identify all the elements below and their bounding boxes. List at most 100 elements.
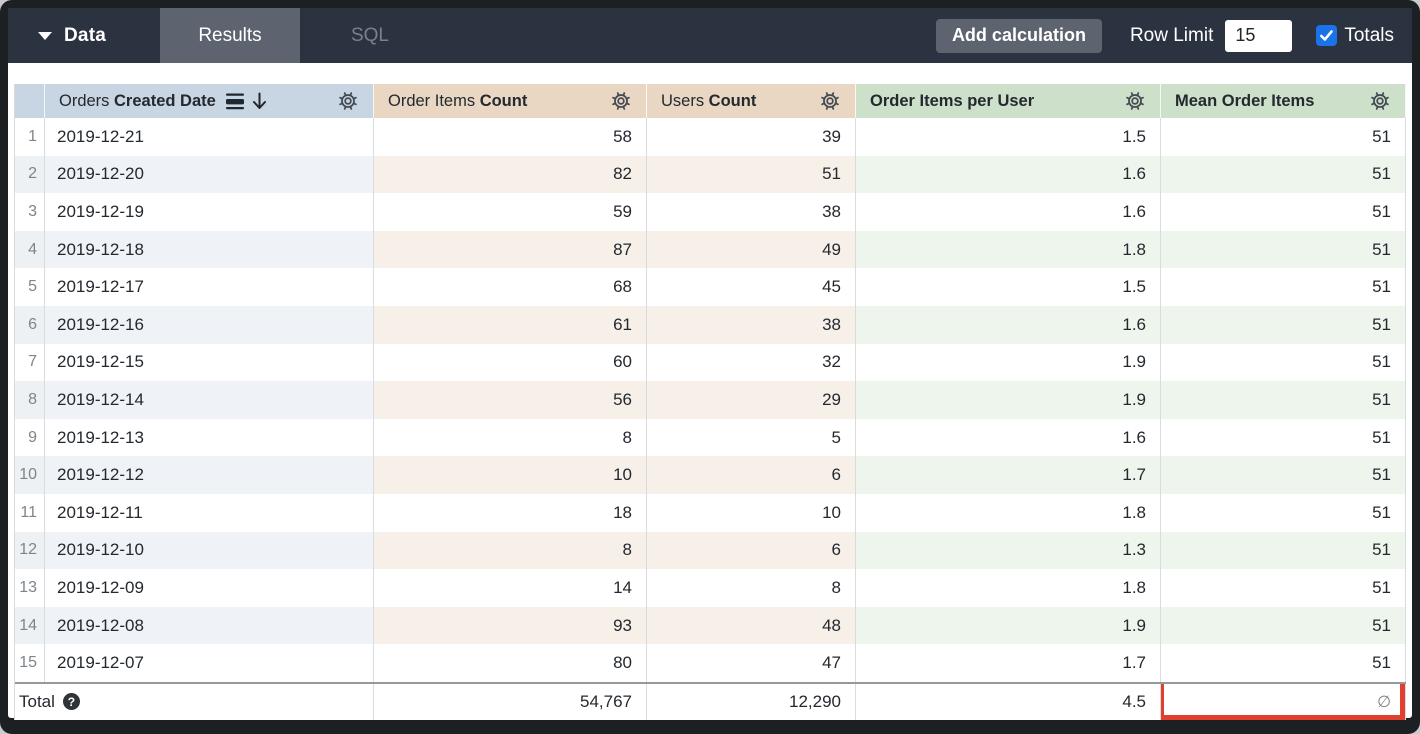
- order-items-per-user-cell[interactable]: 1.7: [856, 644, 1161, 682]
- users-count-cell[interactable]: 10: [647, 493, 856, 532]
- order-items-count-cell[interactable]: 14: [374, 569, 647, 607]
- order-items-per-user-cell[interactable]: 1.6: [856, 155, 1161, 194]
- table-row: 8 2019-12-14 56 29 1.9 51: [15, 381, 1406, 419]
- order-items-per-user-cell[interactable]: 1.9: [856, 381, 1161, 419]
- gear-icon[interactable]: [1369, 90, 1391, 112]
- highlight-rectangle: [1161, 683, 1405, 720]
- users-count-cell[interactable]: 5: [647, 418, 856, 457]
- order-items-count-cell[interactable]: 87: [374, 230, 647, 269]
- mean-order-items-cell[interactable]: 51: [1161, 118, 1406, 156]
- tab-sql[interactable]: SQL: [350, 24, 390, 46]
- column-header-order-items-count[interactable]: Order Items Count: [374, 84, 647, 118]
- mean-order-items-cell[interactable]: 51: [1161, 493, 1406, 532]
- row-limit-input[interactable]: [1225, 19, 1293, 52]
- orders-created-date-cell[interactable]: 2019-12-11: [45, 493, 374, 532]
- mean-order-items-cell[interactable]: 51: [1161, 644, 1406, 682]
- order-items-count-cell[interactable]: 8: [374, 418, 647, 457]
- users-count-cell[interactable]: 39: [647, 118, 856, 156]
- order-items-count-cell[interactable]: 18: [374, 493, 647, 532]
- row-number-cell: 9: [15, 418, 45, 457]
- order-items-count-cell[interactable]: 10: [374, 456, 647, 494]
- gear-icon[interactable]: [819, 90, 841, 112]
- order-items-count-cell[interactable]: 56: [374, 381, 647, 419]
- row-number-cell: 7: [15, 343, 45, 382]
- order-items-per-user-cell[interactable]: 1.5: [856, 118, 1161, 156]
- order-items-count-cell[interactable]: 93: [374, 606, 647, 645]
- order-items-per-user-cell[interactable]: 1.8: [856, 569, 1161, 607]
- mean-order-items-cell[interactable]: 51: [1161, 343, 1406, 382]
- order-items-count-cell[interactable]: 59: [374, 193, 647, 231]
- users-count-cell[interactable]: 49: [647, 230, 856, 269]
- tab-results[interactable]: Results: [160, 8, 300, 63]
- checkmark-icon: [1320, 30, 1334, 41]
- order-items-count-cell[interactable]: 8: [374, 531, 647, 570]
- order-items-per-user-cell[interactable]: 1.9: [856, 343, 1161, 382]
- mean-order-items-cell[interactable]: 51: [1161, 456, 1406, 494]
- orders-created-date-cell[interactable]: 2019-12-10: [45, 531, 374, 570]
- gear-icon[interactable]: [610, 90, 632, 112]
- orders-created-date-cell[interactable]: 2019-12-12: [45, 456, 374, 494]
- order-items-per-user-cell[interactable]: 1.6: [856, 305, 1161, 344]
- orders-created-date-cell[interactable]: 2019-12-13: [45, 418, 374, 457]
- orders-created-date-cell[interactable]: 2019-12-19: [45, 193, 374, 231]
- column-header-orders-created-date[interactable]: Orders Created Date: [45, 84, 374, 118]
- mean-order-items-cell[interactable]: 51: [1161, 531, 1406, 570]
- question-mark-icon[interactable]: ?: [62, 693, 80, 711]
- order-items-count-cell[interactable]: 61: [374, 305, 647, 344]
- row-number-cell: 13: [15, 569, 45, 607]
- users-count-cell[interactable]: 48: [647, 606, 856, 645]
- data-menu-button[interactable]: Data: [8, 8, 160, 63]
- order-items-per-user-cell[interactable]: 1.7: [856, 456, 1161, 494]
- column-header-order-items-per-user[interactable]: Order Items per User: [856, 84, 1161, 118]
- order-items-per-user-cell[interactable]: 1.5: [856, 268, 1161, 306]
- mean-order-items-cell[interactable]: 51: [1161, 155, 1406, 194]
- order-items-count-cell[interactable]: 58: [374, 118, 647, 156]
- order-items-per-user-cell[interactable]: 1.8: [856, 230, 1161, 269]
- orders-created-date-cell[interactable]: 2019-12-21: [45, 118, 374, 156]
- users-count-cell[interactable]: 6: [647, 456, 856, 494]
- order-items-per-user-cell[interactable]: 1.9: [856, 606, 1161, 645]
- gear-icon[interactable]: [1124, 90, 1146, 112]
- users-count-cell[interactable]: 29: [647, 381, 856, 419]
- orders-created-date-cell[interactable]: 2019-12-17: [45, 268, 374, 306]
- mean-order-items-cell[interactable]: 51: [1161, 381, 1406, 419]
- order-items-per-user-cell[interactable]: 1.6: [856, 418, 1161, 457]
- orders-created-date-cell[interactable]: 2019-12-20: [45, 155, 374, 194]
- orders-created-date-cell[interactable]: 2019-12-15: [45, 343, 374, 382]
- column-header-mean-order-items[interactable]: Mean Order Items: [1161, 84, 1406, 118]
- orders-created-date-cell[interactable]: 2019-12-14: [45, 381, 374, 419]
- mean-order-items-cell[interactable]: 51: [1161, 268, 1406, 306]
- mean-order-items-cell[interactable]: 51: [1161, 193, 1406, 231]
- users-count-cell[interactable]: 45: [647, 268, 856, 306]
- users-count-cell[interactable]: 8: [647, 569, 856, 607]
- mean-order-items-cell[interactable]: 51: [1161, 569, 1406, 607]
- column-header-users-count[interactable]: Users Count: [647, 84, 856, 118]
- add-calculation-button[interactable]: Add calculation: [935, 18, 1102, 53]
- orders-created-date-cell[interactable]: 2019-12-16: [45, 305, 374, 344]
- users-count-cell[interactable]: 38: [647, 305, 856, 344]
- totals-checkbox[interactable]: [1316, 25, 1338, 46]
- order-items-count-cell[interactable]: 60: [374, 343, 647, 382]
- order-items-per-user-cell[interactable]: 1.3: [856, 531, 1161, 570]
- mean-order-items-cell[interactable]: 51: [1161, 305, 1406, 344]
- orders-created-date-cell[interactable]: 2019-12-18: [45, 230, 374, 269]
- users-count-cell[interactable]: 51: [647, 155, 856, 194]
- orders-created-date-cell[interactable]: 2019-12-09: [45, 569, 374, 607]
- order-items-per-user-cell[interactable]: 1.6: [856, 193, 1161, 231]
- order-items-per-user-cell[interactable]: 1.8: [856, 493, 1161, 532]
- order-items-count-cell[interactable]: 82: [374, 155, 647, 194]
- order-items-count-cell[interactable]: 80: [374, 644, 647, 682]
- total-order-items-per-user-cell: 4.5: [856, 683, 1161, 720]
- orders-created-date-cell[interactable]: 2019-12-08: [45, 606, 374, 645]
- gear-icon[interactable]: [337, 90, 359, 112]
- users-count-cell[interactable]: 47: [647, 644, 856, 682]
- users-count-cell[interactable]: 6: [647, 531, 856, 570]
- users-count-cell[interactable]: 38: [647, 193, 856, 231]
- mean-order-items-cell[interactable]: 51: [1161, 418, 1406, 457]
- order-items-count-cell[interactable]: 68: [374, 268, 647, 306]
- mean-order-items-cell[interactable]: 51: [1161, 230, 1406, 269]
- row-number-cell: 15: [15, 644, 45, 682]
- mean-order-items-cell[interactable]: 51: [1161, 606, 1406, 645]
- orders-created-date-cell[interactable]: 2019-12-07: [45, 644, 374, 682]
- users-count-cell[interactable]: 32: [647, 343, 856, 382]
